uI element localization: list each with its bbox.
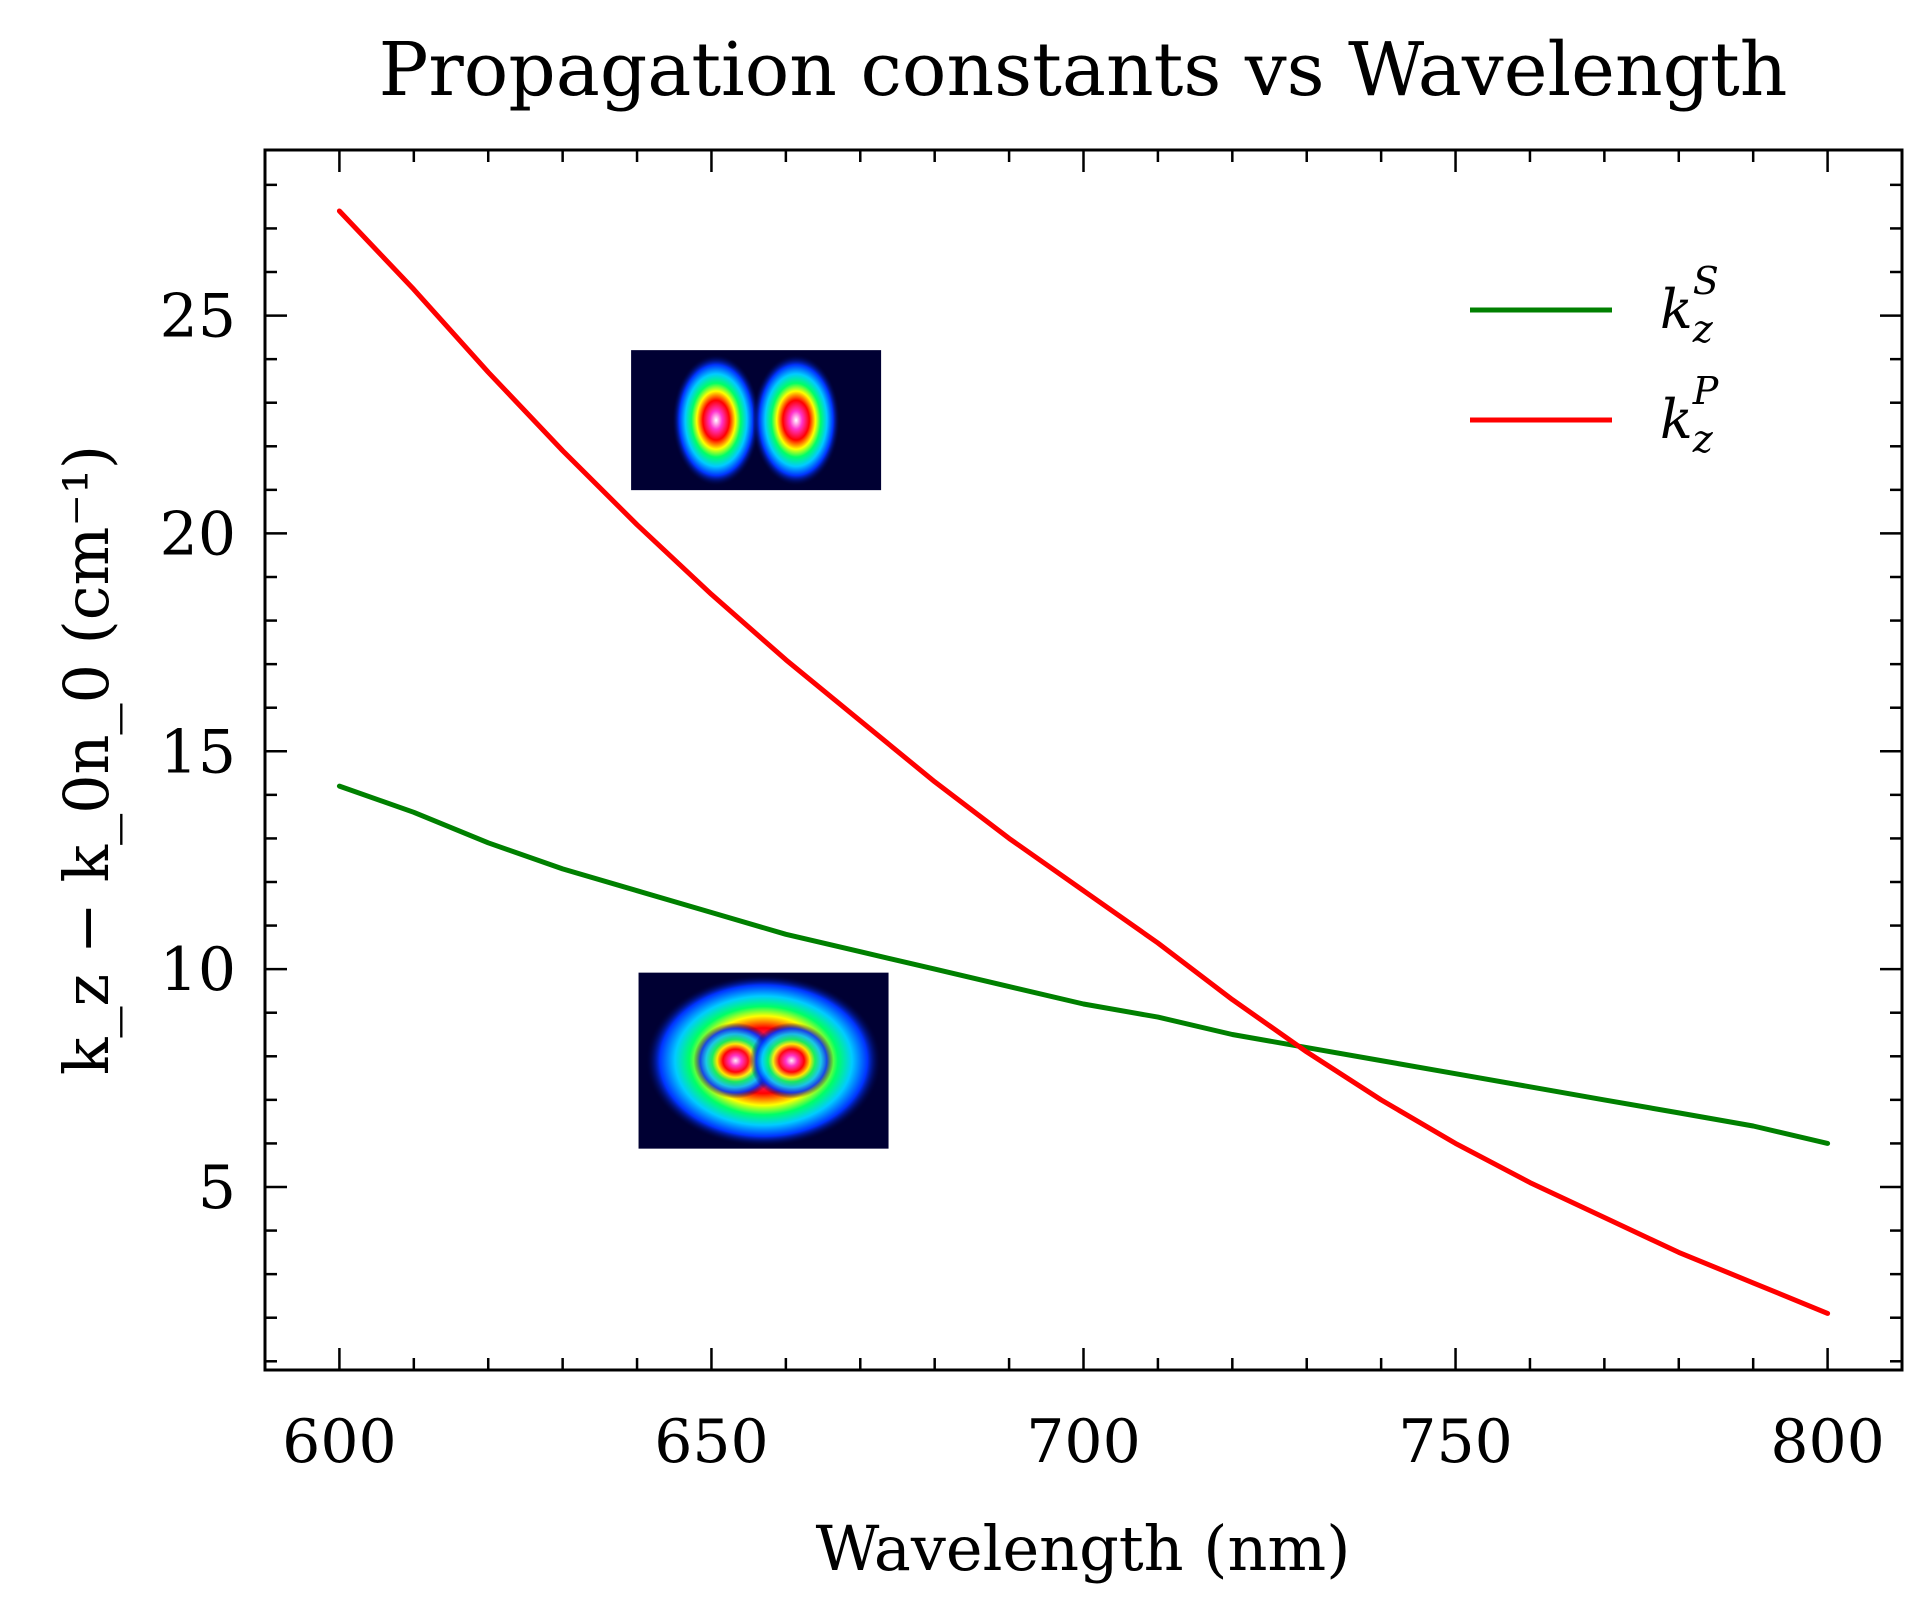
y-tick-label: 20 [160,499,236,569]
chart-title: Propagation constants vs Wavelength [379,27,1788,113]
mode-insets [631,350,889,1149]
axes-frame [263,148,1904,1372]
two-lobe-mode-image [631,350,882,491]
y-tick-label: 25 [160,282,236,352]
x-tick-label: 700 [1026,1407,1141,1477]
legend: kzS kzP [1470,259,1720,461]
x-tick-label: 600 [282,1407,397,1477]
y-axis-label: k_z − k_0n_0 (cm⁻¹) [50,445,123,1075]
merged-mode-image [638,972,889,1149]
y-tick-label: 10 [160,935,236,1005]
series-lines [336,208,1831,1316]
axis-ticks [263,150,1904,1370]
y-tick-labels: 5 10 15 20 25 [160,282,236,1223]
x-axis-label: Wavelength (nm) [816,1512,1351,1585]
inset-left-lobe [672,354,761,487]
x-tick-label: 750 [1398,1407,1513,1477]
x-tick-label: 800 [1770,1407,1885,1477]
legend-label-2: kzP [1660,369,1720,461]
plot-area [263,148,1904,1372]
series-line-2 [336,208,1831,1316]
series-line-1 [336,783,1831,1146]
x-tick-label: 650 [654,1407,769,1477]
y-tick-label: 5 [198,1153,236,1223]
x-tick-labels: 600 650 700 750 800 [282,1407,1885,1477]
inset-right-core [749,1022,834,1099]
inset-right-lobe [752,354,841,487]
legend-label-1: kzS [1660,259,1719,351]
y-tick-label: 15 [160,717,236,787]
